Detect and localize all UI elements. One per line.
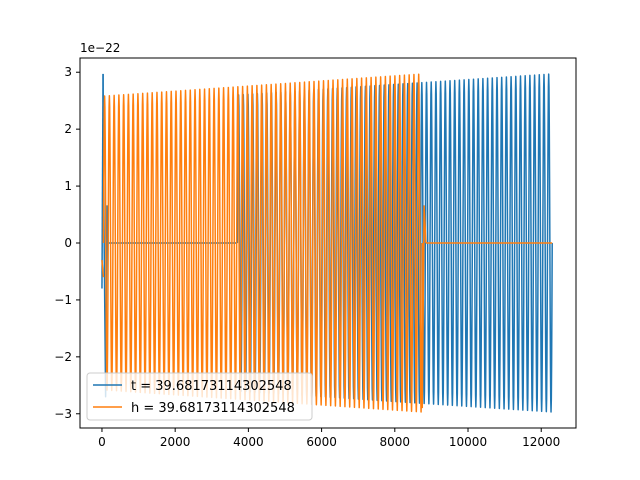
x-tick-label: 10000 xyxy=(449,435,487,449)
series-layer xyxy=(101,73,553,413)
y-tick-label: −1 xyxy=(54,293,72,307)
x-axis: 0 2000 4000 6000 8000 10000 12000 xyxy=(98,428,560,449)
series-line xyxy=(421,205,427,409)
y-axis: −3 −2 −1 0 1 2 3 xyxy=(54,65,80,421)
series-line xyxy=(102,73,424,413)
x-tick-label: 4000 xyxy=(233,435,264,449)
y-tick-label: 3 xyxy=(64,65,72,79)
x-tick-label: 6000 xyxy=(306,435,337,449)
y-tick-label: −3 xyxy=(54,407,72,421)
x-tick-label: 0 xyxy=(98,435,106,449)
legend: t = 39.68173114302548 h = 39.68173114302… xyxy=(86,372,313,421)
y-offset-label: 1e−22 xyxy=(80,41,120,55)
legend-label-t: t = 39.68173114302548 xyxy=(131,379,292,394)
legend-box xyxy=(86,372,313,421)
series-line xyxy=(101,260,105,278)
y-tick-label: 1 xyxy=(64,179,72,193)
x-tick-label: 8000 xyxy=(380,435,411,449)
y-tick-label: 2 xyxy=(64,122,72,136)
legend-label-h: h = 39.68173114302548 xyxy=(131,401,295,416)
y-tick-label: −2 xyxy=(54,350,72,364)
series-h xyxy=(101,73,553,413)
y-tick-label: 0 xyxy=(64,236,72,250)
x-tick-label: 2000 xyxy=(160,435,191,449)
x-tick-label: 12000 xyxy=(522,435,560,449)
